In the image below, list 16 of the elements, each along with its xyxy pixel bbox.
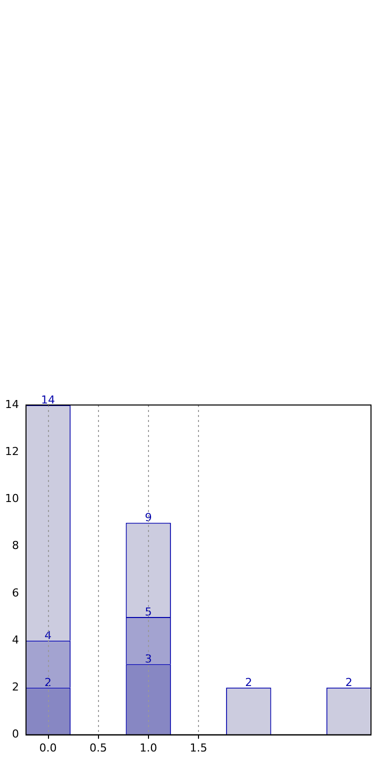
- y-tick-label: 8: [12, 539, 19, 552]
- y-tick-label: 14: [4, 398, 19, 411]
- y-tick-label: 2: [12, 680, 19, 694]
- y-tick-label: 0: [12, 728, 19, 741]
- x-tick-label: 0.5: [89, 741, 107, 754]
- annotation: 14: [41, 393, 56, 406]
- x-tick-label: 1.0: [140, 741, 158, 754]
- y-tick-label: 4: [12, 633, 19, 646]
- y-tick-label: 12: [4, 444, 19, 458]
- y-tick-label: 10: [4, 492, 19, 506]
- annotation: 2: [245, 676, 252, 690]
- annotation: 9: [144, 511, 152, 524]
- x-tick-label: 1.5: [190, 741, 208, 754]
- y-tick-label: 6: [12, 586, 19, 600]
- x-tick-label: 0.0: [39, 741, 57, 754]
- annotation: 2: [345, 676, 352, 690]
